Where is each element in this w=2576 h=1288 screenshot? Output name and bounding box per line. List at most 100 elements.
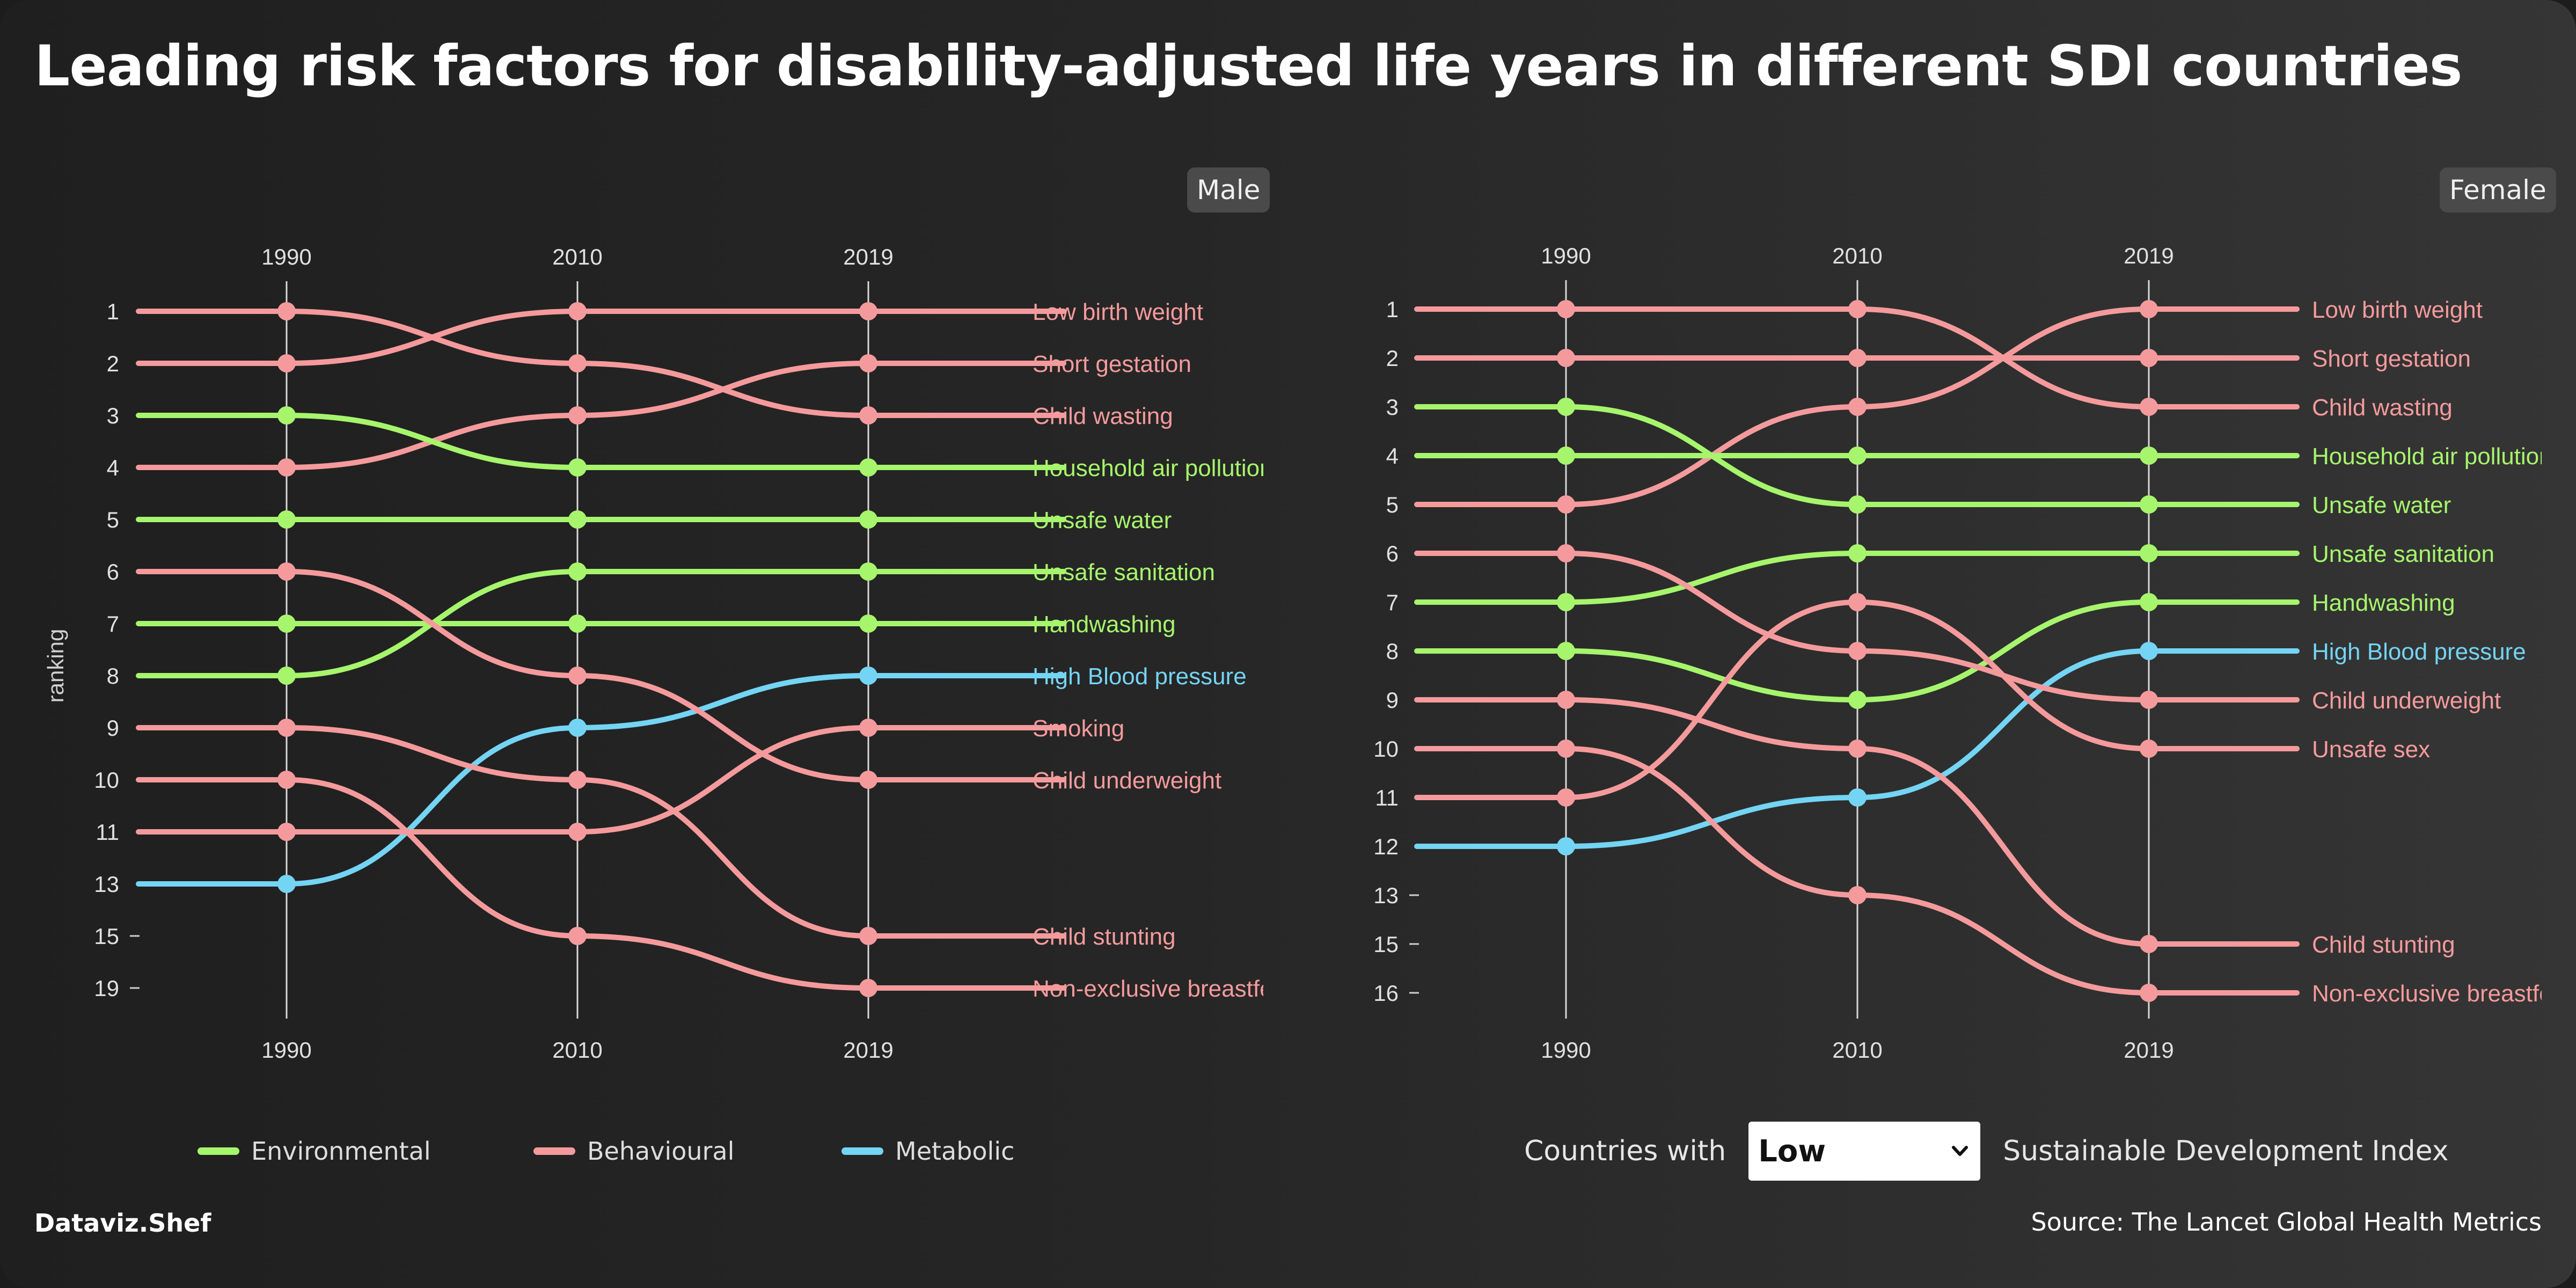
rank-tick-label-4: 4 [107, 455, 119, 480]
legend-item-metabolic: Metabolic [841, 1133, 1014, 1169]
sdi-level-value: Low [1758, 1133, 1826, 1169]
point-household-air-pollution-2019 [859, 458, 877, 477]
rank-tick-label-13: 13 [1373, 883, 1399, 908]
bump-panel-female: 1990199020102010201920191234567891011121… [1373, 243, 2552, 1063]
point-non-exclusive-breastfeeding-2019 [2140, 984, 2158, 1002]
series-label-unsafe-water: Unsafe water [1033, 507, 1172, 533]
year-label-top-1990: 1990 [261, 244, 311, 269]
point-handwashing-1990 [277, 614, 296, 633]
point-child-stunting-2010 [568, 771, 587, 789]
point-unsafe-water-2010 [1848, 495, 1867, 514]
point-non-exclusive-breastfeeding-2010 [1848, 886, 1867, 904]
series-line-smoking [136, 725, 1066, 835]
point-household-air-pollution-2010 [1848, 447, 1867, 465]
rank-tick-label-8: 8 [107, 663, 119, 689]
rank-tick-label-7: 7 [107, 611, 119, 636]
series-label-unsafe-sanitation: Unsafe sanitation [1033, 559, 1215, 586]
series-line-household-air-pollution [136, 413, 1066, 471]
series-line-child-stunting [1414, 697, 2300, 947]
point-high-blood-pressure-1990 [1557, 837, 1575, 855]
legend-swatch-behavioural [533, 1147, 575, 1155]
series-label-unsafe-sex: Unsafe sex [2312, 736, 2430, 763]
point-non-exclusive-breastfeeding-2019 [859, 979, 877, 997]
rank-tick-label-5: 5 [1386, 492, 1399, 517]
year-label-top-2019: 2019 [843, 244, 893, 269]
point-household-air-pollution-1990 [1557, 447, 1575, 465]
rank-tick-label-7: 7 [1386, 590, 1399, 615]
rank-tick-label-12: 12 [1373, 834, 1399, 859]
point-low-birth-weight-1990 [1557, 495, 1575, 514]
point-child-underweight-2010 [1848, 642, 1867, 660]
point-unsafe-sanitation-1990 [277, 667, 296, 685]
point-smoking-2019 [859, 719, 877, 737]
legend-item-environmental: Environmental [197, 1133, 431, 1169]
point-non-exclusive-breastfeeding-1990 [1557, 740, 1575, 758]
point-household-air-pollution-2019 [2140, 447, 2158, 465]
series-label-child-stunting: Child stunting [1033, 924, 1176, 950]
point-household-air-pollution-2010 [568, 458, 587, 477]
sdi-level-select[interactable]: Low [1748, 1122, 1981, 1181]
point-short-gestation-1990 [277, 458, 296, 477]
point-unsafe-water-1990 [277, 510, 296, 529]
series-label-child-underweight: Child underweight [2312, 687, 2501, 714]
point-child-wasting-2010 [1848, 300, 1867, 318]
series-label-household-air-pollution: Household air pollution [2312, 443, 2552, 470]
legend-label-metabolic: Metabolic [895, 1137, 1015, 1166]
rank-tick-label-11: 11 [96, 819, 119, 845]
legend-swatch-environmental [197, 1147, 239, 1155]
panel-label-female: Female [2440, 167, 2556, 213]
point-unsafe-sanitation-1990 [1557, 593, 1575, 611]
rank-tick-label-16: 16 [1373, 980, 1399, 1006]
source-note: Source: The Lancet Global Health Metrics [2031, 1208, 2542, 1236]
point-household-air-pollution-1990 [277, 406, 296, 425]
year-label-bottom-2010: 2010 [1832, 1037, 1882, 1063]
year-label-bottom-2019: 2019 [2124, 1037, 2174, 1063]
year-label-top-2010: 2010 [552, 244, 602, 269]
panel-label-male: Male [1187, 167, 1270, 213]
rank-tick-label-9: 9 [107, 715, 119, 741]
year-label-top-1990: 1990 [1541, 243, 1591, 268]
bump-panel-male: ranking 1990 1990 2010 2010 2019 2019 1 2 3 4 5 6 7 8 9… [43, 244, 1263, 1063]
rank-tick-label-5: 5 [107, 507, 119, 532]
point-child-wasting-2019 [2140, 398, 2158, 416]
point-unsafe-water-2019 [859, 510, 877, 529]
rank-tick-label-11: 11 [1375, 785, 1399, 810]
series-label-low-birth-weight: Low birth weight [1033, 299, 1203, 325]
point-non-exclusive-breastfeeding-2010 [568, 927, 587, 945]
rank-tick-label-15: 15 [94, 924, 119, 949]
year-label-top-2010: 2010 [1832, 243, 1882, 268]
rank-tick-label-6: 6 [1386, 541, 1399, 566]
series-label-handwashing: Handwashing [1033, 611, 1176, 638]
point-child-stunting-2019 [2140, 935, 2158, 953]
series-label-child-wasting: Child wasting [1033, 403, 1173, 429]
point-low-birth-weight-2019 [859, 302, 877, 320]
point-unsafe-sex-1990 [1557, 788, 1575, 807]
point-smoking-2010 [568, 823, 587, 841]
point-unsafe-water-2010 [568, 510, 587, 529]
chevron-down-icon [1952, 1146, 1968, 1156]
series-label-low-birth-weight: Low birth weight [2312, 297, 2483, 323]
rank-tick-label-3: 3 [107, 403, 119, 428]
point-child-stunting-1990 [1557, 691, 1575, 709]
rank-tick-label-10: 10 [94, 767, 119, 793]
point-low-birth-weight-2019 [2140, 300, 2158, 318]
series-label-child-stunting: Child stunting [2312, 932, 2455, 958]
series-label-smoking: Smoking [1033, 715, 1124, 742]
selector-suffix: Sustainable Development Index [2003, 1135, 2449, 1167]
year-label-bottom-1990: 1990 [261, 1037, 311, 1063]
rank-tick-label-1: 1 [107, 299, 119, 324]
rank-tick-label-13: 13 [94, 872, 119, 897]
point-high-blood-pressure-2019 [859, 667, 877, 685]
point-unsafe-sex-2010 [1848, 593, 1867, 611]
year-label-bottom-1990: 1990 [1541, 1037, 1591, 1063]
point-handwashing-2010 [1848, 691, 1867, 709]
point-handwashing-2010 [568, 614, 587, 633]
point-unsafe-sanitation-2019 [2140, 544, 2158, 562]
point-short-gestation-2010 [1848, 349, 1867, 367]
rank-tick-label-19: 19 [94, 976, 119, 1001]
point-child-wasting-2010 [568, 354, 587, 372]
year-label-top-2019: 2019 [2124, 243, 2174, 268]
series-label-handwashing: Handwashing [2312, 590, 2455, 616]
